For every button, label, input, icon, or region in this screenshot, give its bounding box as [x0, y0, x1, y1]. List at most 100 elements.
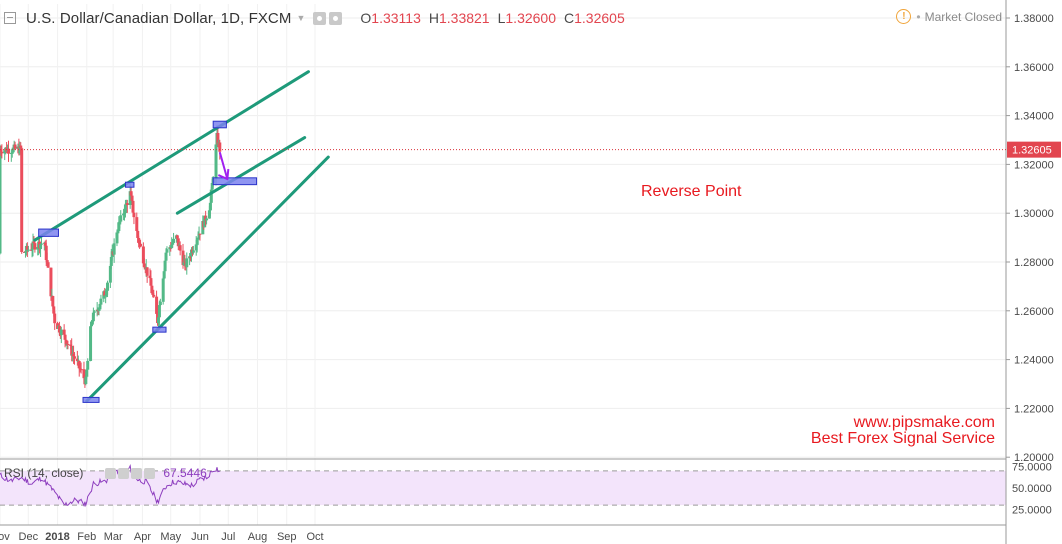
- high-value: 1.33821: [438, 10, 490, 26]
- candle-body: [205, 218, 209, 221]
- candle-body: [32, 241, 36, 244]
- candle-body: [112, 243, 116, 255]
- candle-body: [203, 215, 207, 228]
- close-label: C: [564, 10, 575, 26]
- candle-body: [139, 243, 143, 247]
- x-tick-label: Dec: [19, 531, 39, 543]
- open-label: O: [360, 10, 372, 26]
- candle-body: [90, 321, 94, 323]
- x-tick-label: Mar: [104, 531, 123, 543]
- close-icon[interactable]: [144, 467, 156, 479]
- candle-body: [189, 256, 193, 258]
- collapse-icon[interactable]: [4, 12, 16, 24]
- x-tick-label: Aug: [248, 531, 268, 543]
- candle-body: [92, 311, 96, 313]
- candle-body: [165, 249, 169, 253]
- candle-body: [19, 145, 23, 149]
- series-tools: [313, 11, 343, 25]
- zone-boxes[interactable]: [38, 120, 258, 403]
- settings-icon[interactable]: [118, 467, 130, 479]
- x-tick-label: Oct: [306, 531, 323, 543]
- candle-body: [137, 237, 141, 243]
- zone-box[interactable]: [124, 181, 135, 188]
- arrow-head: [217, 168, 230, 181]
- rsi-label[interactable]: RSI (14, close): [4, 466, 84, 480]
- x-tick-label: Sep: [277, 531, 297, 543]
- candle-body: [85, 369, 89, 377]
- zone-box[interactable]: [212, 120, 227, 129]
- candle-body: [176, 238, 180, 247]
- candle-body: [105, 290, 109, 295]
- zone-box[interactable]: [152, 326, 167, 333]
- candle-body: [25, 245, 29, 250]
- candle-body: [44, 245, 48, 261]
- candle-body: [214, 144, 218, 179]
- y-tick-label: 1.22000: [1014, 403, 1054, 415]
- candle-body: [197, 233, 201, 238]
- candle-body: [164, 252, 168, 261]
- candle-body: [181, 250, 185, 266]
- symbol-title[interactable]: U.S. Dollar/Canadian Dollar, 1D, FXCM: [26, 9, 292, 27]
- trendline[interactable]: [33, 70, 310, 242]
- reverse-point-label: Reverse Point: [641, 183, 742, 200]
- candle-body: [109, 257, 113, 266]
- trendline[interactable]: [85, 155, 330, 403]
- candle-body: [189, 250, 193, 257]
- market-status: ! • Market Closed: [896, 9, 1002, 24]
- status-dot-icon: •: [916, 9, 921, 24]
- market-status-text: Market Closed: [924, 9, 1002, 24]
- format-icon[interactable]: [329, 11, 343, 25]
- plus-icon[interactable]: [131, 467, 143, 479]
- candle-body: [135, 217, 139, 231]
- candle-body: [97, 307, 101, 311]
- zone-box[interactable]: [82, 396, 100, 403]
- rsi-tick-label: 25.0000: [1012, 504, 1052, 516]
- candle-body: [172, 238, 176, 243]
- candle-body: [157, 305, 161, 318]
- chevron-down-icon[interactable]: ▼: [296, 13, 306, 23]
- candle-body: [84, 376, 88, 384]
- eye-icon[interactable]: [105, 467, 117, 479]
- candle-body: [149, 278, 153, 286]
- candle-body: [82, 369, 86, 379]
- candle-body: [178, 245, 182, 251]
- candle-body: [62, 329, 66, 335]
- trendline[interactable]: [175, 136, 307, 215]
- candle-body: [29, 249, 33, 251]
- rsi-tools: [105, 467, 156, 479]
- candle-body: [136, 230, 140, 238]
- candle-body: [0, 151, 4, 154]
- settings-icon[interactable]: [313, 11, 327, 25]
- candle-body: [129, 191, 133, 196]
- candle-body: [0, 149, 2, 254]
- candle-body: [117, 222, 121, 231]
- candle-body: [26, 249, 30, 251]
- zone-box[interactable]: [212, 177, 258, 186]
- close-value: 1.32605: [574, 10, 625, 26]
- zone-box[interactable]: [38, 228, 59, 237]
- candle-body: [170, 244, 174, 248]
- candle-body: [142, 263, 146, 267]
- candle-body: [33, 243, 37, 250]
- candle-body: [198, 233, 202, 235]
- arrow-line[interactable]: [218, 151, 229, 180]
- candle-body: [145, 267, 149, 276]
- candle-body: [207, 210, 211, 219]
- candle-body: [0, 149, 3, 152]
- rsi-value: 67.5446: [163, 466, 207, 480]
- candle-body: [158, 301, 162, 306]
- candle-body: [194, 244, 198, 251]
- candle-body: [36, 246, 40, 250]
- candle-body: [73, 356, 77, 359]
- candle-body: [115, 232, 119, 244]
- candle-body: [218, 142, 222, 152]
- candle-body: [116, 230, 120, 233]
- last-price-label: 1.32605: [1012, 145, 1052, 157]
- candle-body: [188, 256, 192, 259]
- candle-body: [162, 271, 166, 279]
- price-grid: [0, 4, 1006, 525]
- trendlines[interactable]: [33, 70, 330, 403]
- candle-body: [57, 325, 61, 333]
- candle-body: [99, 298, 103, 305]
